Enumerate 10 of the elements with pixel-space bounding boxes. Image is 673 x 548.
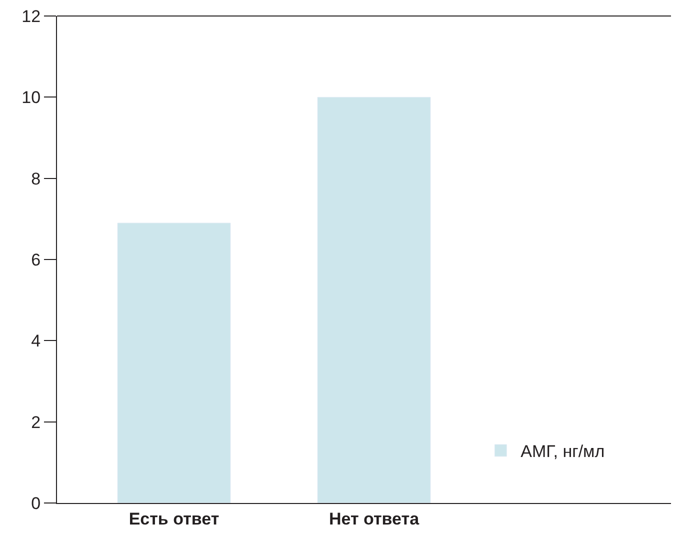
y-tick-label: 4	[31, 332, 41, 351]
y-tick-label: 10	[22, 88, 41, 108]
x-tick-label: Нет ответа	[328, 509, 420, 528]
y-tick-label: 0	[31, 494, 41, 513]
legend-label: АМГ, нг/мл	[520, 442, 605, 462]
y-tick-label: 2	[31, 412, 41, 432]
y-tick-label: 12	[22, 6, 41, 26]
x-tick-label: Есть ответ	[128, 509, 220, 528]
y-tick-label: 8	[31, 169, 41, 188]
y-tick-label: 6	[31, 250, 41, 270]
